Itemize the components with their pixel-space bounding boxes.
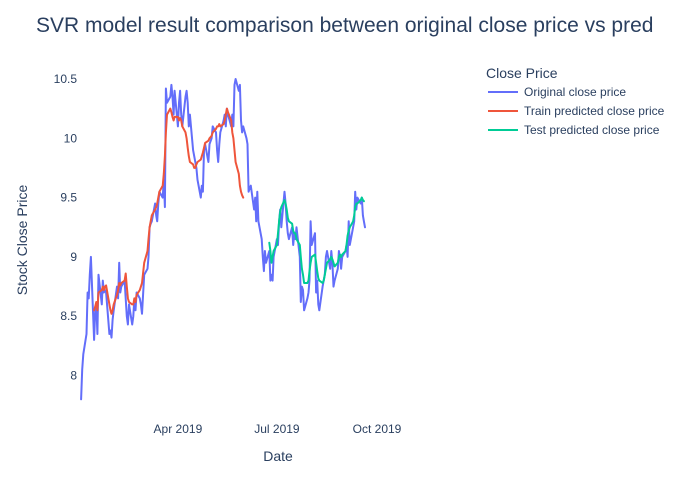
- chart-title: SVR model result comparison between orig…: [36, 14, 653, 37]
- legend[interactable]: Close Price Original close price Train pr…: [486, 65, 665, 137]
- x-tick-label: Apr 2019: [154, 422, 203, 436]
- y-tick-label: 10: [64, 131, 78, 145]
- y-axis-ticks: 8 8.5 9 9.5 10 10.5: [54, 72, 78, 383]
- legend-item-1[interactable]: Original close price: [488, 85, 626, 99]
- legend-label: Train predicted close price: [524, 104, 665, 118]
- plot-area: [80, 78, 366, 401]
- legend-items[interactable]: Original close price Train predicted clos…: [488, 85, 665, 137]
- legend-title: Close Price: [486, 65, 558, 81]
- series-layer: [80, 78, 366, 401]
- legend-item-3[interactable]: Test predicted close price: [488, 123, 660, 137]
- series-line-2[interactable]: [93, 107, 245, 315]
- x-tick-label: Jul 2019: [254, 422, 300, 436]
- y-tick-label: 8.5: [60, 309, 77, 323]
- x-axis-ticks: Apr 2019 Jul 2019 Oct 2019: [154, 422, 402, 436]
- y-tick-label: 9: [70, 250, 77, 264]
- y-axis-title: Stock Close Price: [14, 185, 30, 296]
- legend-label: Original close price: [524, 85, 626, 99]
- y-tick-label: 8: [70, 369, 77, 383]
- x-axis-title: Date: [263, 448, 293, 464]
- legend-item-2[interactable]: Train predicted close price: [488, 104, 665, 118]
- legend-label: Test predicted close price: [524, 123, 660, 137]
- y-tick-label: 9.5: [60, 191, 77, 205]
- series-line-3[interactable]: [268, 196, 365, 284]
- y-tick-label: 10.5: [54, 72, 78, 86]
- x-tick-label: Oct 2019: [353, 422, 402, 436]
